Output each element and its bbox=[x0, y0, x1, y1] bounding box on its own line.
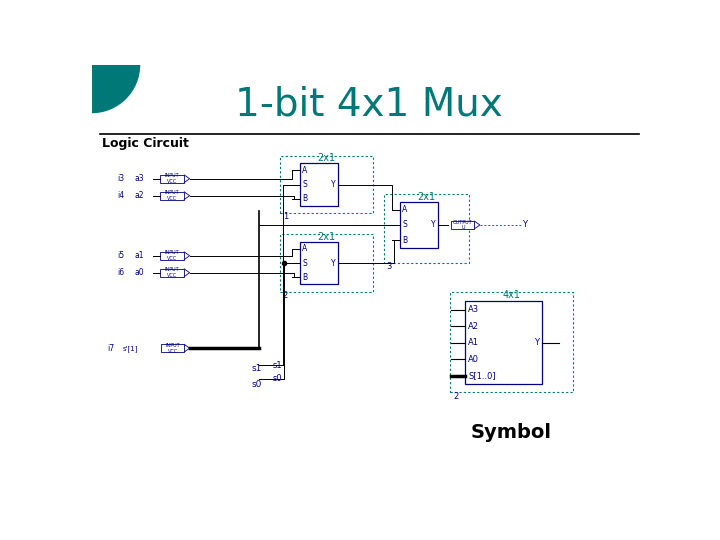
Text: s1: s1 bbox=[273, 361, 282, 369]
Text: 2: 2 bbox=[454, 392, 459, 401]
Bar bbox=[300, 242, 338, 284]
Text: s'[1]: s'[1] bbox=[122, 345, 138, 352]
Text: i7: i7 bbox=[107, 343, 114, 353]
Text: A2: A2 bbox=[468, 322, 480, 330]
Text: A3: A3 bbox=[468, 305, 480, 314]
Text: i3: i3 bbox=[117, 174, 125, 183]
Text: Symbol: Symbol bbox=[471, 423, 552, 442]
Text: Logic Circuit: Logic Circuit bbox=[102, 137, 189, 150]
Text: 1: 1 bbox=[283, 212, 288, 221]
Bar bbox=[400, 202, 438, 248]
Text: 2x1: 2x1 bbox=[318, 153, 336, 163]
Text: B: B bbox=[402, 236, 408, 245]
Text: A1: A1 bbox=[468, 338, 480, 347]
Text: s0: s0 bbox=[273, 374, 282, 383]
Text: s1: s1 bbox=[251, 364, 261, 374]
Bar bbox=[450, 292, 573, 392]
Text: a3: a3 bbox=[134, 174, 144, 183]
Text: A: A bbox=[302, 166, 307, 175]
Text: 2x1: 2x1 bbox=[318, 232, 336, 242]
Circle shape bbox=[44, 17, 140, 112]
Text: Y: Y bbox=[331, 259, 336, 268]
Text: S[1..0]: S[1..0] bbox=[468, 372, 496, 381]
Text: 3: 3 bbox=[387, 262, 392, 271]
Text: OUTPUT
U: OUTPUT U bbox=[453, 220, 473, 231]
Text: Y: Y bbox=[534, 338, 539, 347]
Text: INPUT
VCC: INPUT VCC bbox=[165, 251, 179, 261]
Text: 1-bit 4x1 Mux: 1-bit 4x1 Mux bbox=[235, 86, 503, 124]
Text: INPUT
VCC: INPUT VCC bbox=[165, 173, 179, 184]
Text: INPUT
VCC: INPUT VCC bbox=[165, 267, 179, 278]
Bar bbox=[281, 156, 373, 213]
Text: S: S bbox=[302, 180, 307, 189]
Text: B: B bbox=[302, 194, 307, 203]
Bar bbox=[160, 175, 184, 183]
Text: Y: Y bbox=[431, 220, 436, 230]
Text: a2: a2 bbox=[134, 191, 144, 200]
Text: INPUT
VCC: INPUT VCC bbox=[165, 190, 179, 201]
Bar bbox=[160, 252, 184, 260]
Bar bbox=[160, 269, 184, 276]
Text: A: A bbox=[402, 205, 408, 214]
Text: i5: i5 bbox=[117, 251, 125, 260]
Text: Y: Y bbox=[522, 220, 527, 230]
Bar bbox=[300, 164, 338, 206]
Bar bbox=[160, 192, 184, 200]
Text: B: B bbox=[302, 273, 307, 282]
Text: A: A bbox=[302, 245, 307, 253]
Text: a1: a1 bbox=[134, 251, 144, 260]
Text: i4: i4 bbox=[117, 191, 125, 200]
Bar bbox=[384, 194, 469, 264]
Text: S: S bbox=[302, 259, 307, 268]
Bar bbox=[161, 345, 184, 352]
Text: Y: Y bbox=[331, 180, 336, 189]
Bar bbox=[465, 301, 542, 384]
Text: 2: 2 bbox=[283, 291, 288, 300]
Text: S: S bbox=[402, 220, 407, 230]
Bar bbox=[281, 234, 373, 292]
Text: A0: A0 bbox=[468, 355, 480, 364]
Bar bbox=[451, 221, 474, 229]
Text: s0: s0 bbox=[251, 380, 261, 389]
Text: a0: a0 bbox=[134, 268, 144, 277]
Text: 2x1: 2x1 bbox=[418, 192, 436, 202]
Text: i6: i6 bbox=[117, 268, 125, 277]
Text: INPUT
VCC: INPUT VCC bbox=[166, 343, 180, 354]
Text: 4x1: 4x1 bbox=[503, 289, 521, 300]
